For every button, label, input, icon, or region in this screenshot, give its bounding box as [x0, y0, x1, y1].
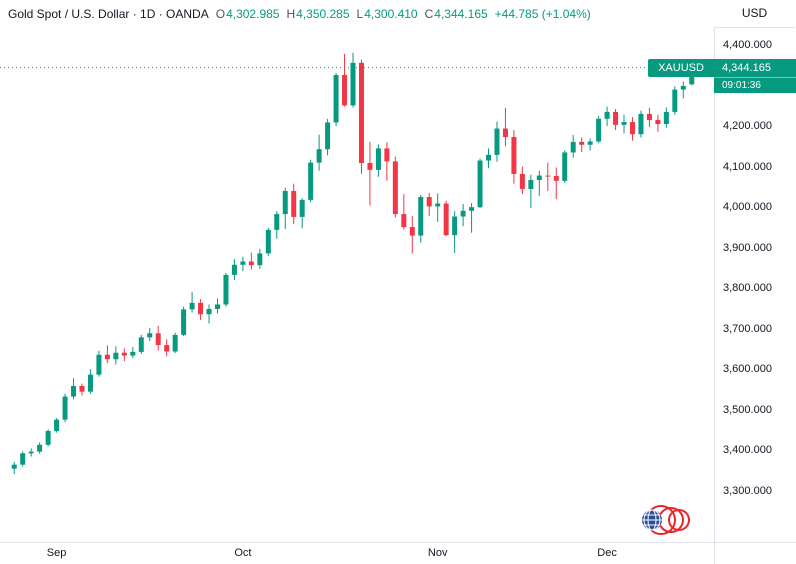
price-tick-label: 3,300.000: [723, 485, 772, 497]
time-axis[interactable]: Sep Oct Nov Dec: [0, 542, 714, 564]
low-value: L 4,300.410: [356, 7, 418, 21]
oanda-globe-logo[interactable]: [630, 502, 696, 538]
price-tick-label: 4,400.000: [723, 39, 772, 51]
time-tick-label: Nov: [427, 547, 448, 559]
price-col: 4,344.165 09:01:36: [714, 59, 796, 93]
symbol-price-tag: XAUUSD: [648, 59, 714, 77]
candlestick-chart[interactable]: Gold Spot / U.S. Dollar · 1D · OANDA O 4,…: [0, 0, 714, 542]
currency-label[interactable]: USD: [714, 0, 795, 28]
close-value: C 4,344.165: [424, 7, 488, 21]
price-tick-label: 4,200.000: [723, 120, 772, 133]
price-tick-label: 3,700.000: [723, 322, 772, 335]
high-value: H 4,350.285: [286, 7, 350, 21]
axis-corner-cell: [714, 542, 796, 564]
time-tick-label: Oct: [234, 547, 252, 559]
price-tick-label: 3,600.000: [723, 363, 772, 376]
open-value: O 4,302.985: [215, 7, 280, 21]
candles-canvas: [0, 52, 714, 474]
symbol-title[interactable]: Gold Spot / U.S. Dollar · 1D · OANDA: [8, 7, 209, 21]
change-value: +44.785 (+1.04%): [494, 7, 591, 21]
price-tick-label: 3,900.000: [723, 241, 772, 254]
time-tick-label: Dec: [597, 547, 617, 559]
price-tick-label: 4,000.000: [723, 201, 772, 214]
last-price-label: 4,344.165: [714, 59, 796, 77]
price-tick-label: 3,400.000: [723, 444, 772, 457]
last-price-badge: XAUUSD 4,344.165 09:01:36: [648, 59, 796, 93]
price-tick-label: 3,800.000: [723, 282, 772, 295]
price-tick-label: 3,500.000: [723, 403, 772, 416]
bar-countdown: 09:01:36: [714, 77, 796, 93]
symbol-legend: Gold Spot / U.S. Dollar · 1D · OANDA O 4,…: [8, 7, 591, 21]
time-tick-label: Sep: [46, 547, 67, 559]
price-tick-label: 4,100.000: [723, 160, 772, 173]
